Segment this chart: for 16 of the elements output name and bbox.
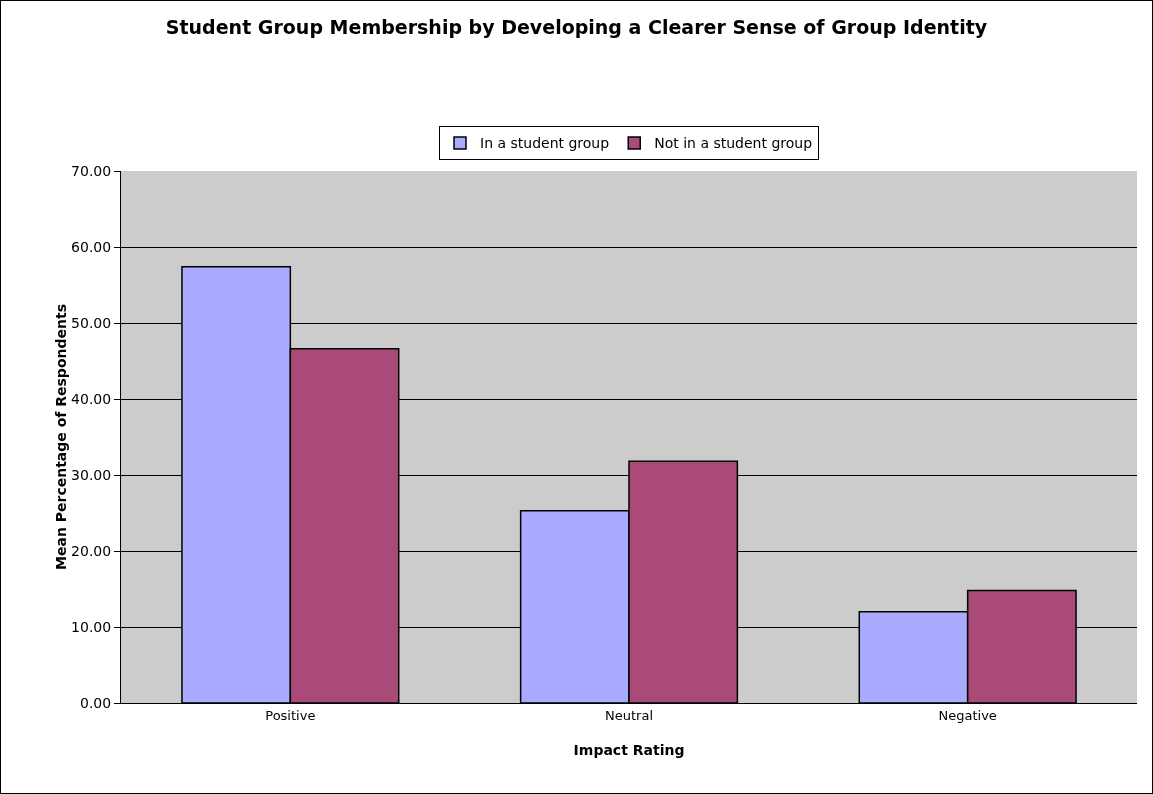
- y-tick-label: 30.00: [71, 466, 112, 483]
- x-tick-label: Positive: [265, 707, 316, 723]
- x-axis-title: Impact Rating: [573, 742, 685, 758]
- legend-label: In a student group: [480, 135, 610, 152]
- y-axis-title: Mean Percentage of Respondents: [53, 304, 70, 570]
- y-tick-label: 20.00: [71, 542, 112, 559]
- y-tick-label: 60.00: [71, 238, 112, 255]
- y-tick-label: 50.00: [71, 314, 112, 331]
- y-tick-label: 70.00: [71, 162, 112, 179]
- legend-label: Not in a student group: [654, 135, 813, 152]
- y-tick-label: 40.00: [71, 390, 112, 407]
- chart-title: Student Group Membership by Developing a Clearer Sense of Group Identity: [165, 16, 988, 39]
- y-tick-label: 0.00: [80, 694, 112, 711]
- x-tick-label: Negative: [938, 707, 997, 723]
- y-tick-label: 10.00: [71, 618, 112, 635]
- x-tick-label: Neutral: [605, 707, 653, 723]
